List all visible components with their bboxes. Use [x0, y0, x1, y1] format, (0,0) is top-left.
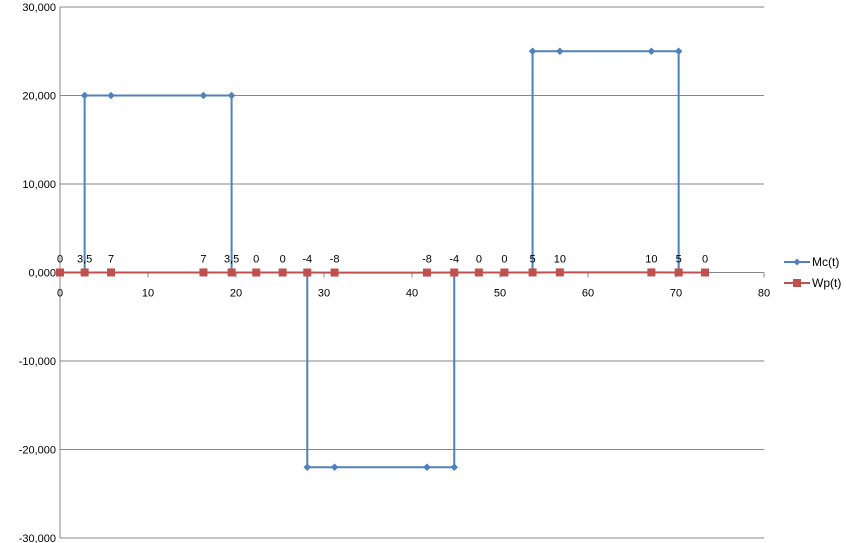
point-marker [330, 268, 339, 277]
point-marker [423, 463, 431, 472]
data-label: 7 [200, 253, 206, 265]
series-wpt [56, 268, 710, 277]
data-label: 3,5 [224, 253, 239, 265]
point-marker [227, 268, 236, 277]
point-marker [528, 47, 537, 56]
point-marker [252, 268, 261, 277]
point-marker [555, 268, 564, 277]
point-marker [701, 268, 710, 277]
data-labels: 0 3,5 7 7 3,5 0 0 -4 -8 -8 -4 0 0 5 10 10 5 0 [57, 253, 708, 265]
point-marker [303, 463, 312, 472]
x-tick-label: 0 [57, 288, 63, 300]
data-label: -8 [330, 254, 340, 266]
y-tick-label: 20,000 [22, 91, 56, 103]
point-marker [555, 47, 564, 56]
data-label: -4 [302, 254, 312, 266]
point-marker [80, 268, 89, 277]
y-tick-label: -10,000 [19, 356, 56, 368]
point-marker [674, 268, 683, 277]
point-marker [422, 268, 431, 277]
x-tick-label: 10 [142, 288, 154, 300]
data-label: 3,5 [77, 253, 92, 265]
y-tick-label: -30,000 [19, 533, 56, 543]
data-label: 0 [57, 254, 63, 266]
point-marker [199, 268, 208, 277]
x-tick-label: 20 [230, 288, 242, 300]
y-tick-label: 10,000 [22, 179, 56, 191]
point-marker [647, 268, 656, 277]
legend-label: Mc(t) [812, 255, 839, 269]
data-label: 10 [554, 253, 566, 265]
data-label: 0 [476, 254, 482, 266]
point-marker [56, 268, 64, 277]
data-label: -8 [422, 254, 432, 266]
series-line [60, 50, 706, 469]
legend-marker [793, 258, 801, 266]
y-tick-label: 30,000 [22, 2, 56, 14]
data-label: 0 [702, 254, 708, 266]
point-marker [500, 268, 509, 277]
x-tick-label: 50 [494, 288, 506, 300]
data-label: 0 [280, 254, 286, 266]
series-mct [56, 47, 709, 472]
point-marker [674, 47, 683, 56]
legend-entry: Mc(t) [784, 255, 839, 269]
legend: Mc(t) Wp(t) [784, 255, 841, 290]
y-tick-label: 0,000 [28, 268, 56, 280]
point-marker [278, 268, 287, 277]
data-label: 0 [501, 254, 507, 266]
x-tick-label: 40 [406, 288, 418, 300]
point-marker [107, 91, 115, 100]
data-label: 5 [676, 253, 682, 265]
point-marker [528, 268, 537, 277]
point-marker [450, 463, 459, 472]
legend-label: Wp(t) [812, 276, 841, 290]
point-marker [80, 91, 89, 100]
point-marker [330, 463, 339, 472]
point-marker [107, 268, 116, 277]
data-label: 0 [253, 254, 259, 266]
legend-entry: Wp(t) [784, 276, 841, 290]
y-tick-label: -20,000 [19, 445, 56, 457]
data-label: 10 [645, 253, 657, 265]
x-tick-label: 60 [582, 288, 594, 300]
point-marker [227, 91, 236, 100]
data-label: -4 [449, 254, 459, 266]
data-label: 5 [529, 253, 535, 265]
point-marker [450, 268, 459, 277]
point-marker [199, 91, 208, 100]
x-tick-label: 80 [758, 288, 770, 300]
series-layer [56, 47, 710, 472]
point-marker [474, 268, 483, 277]
x-tick-label: 30 [318, 288, 330, 300]
legend-marker [793, 279, 801, 287]
point-marker [303, 268, 312, 277]
point-marker [647, 47, 656, 56]
data-label: 7 [108, 253, 114, 265]
x-tick-label: 70 [670, 288, 682, 300]
